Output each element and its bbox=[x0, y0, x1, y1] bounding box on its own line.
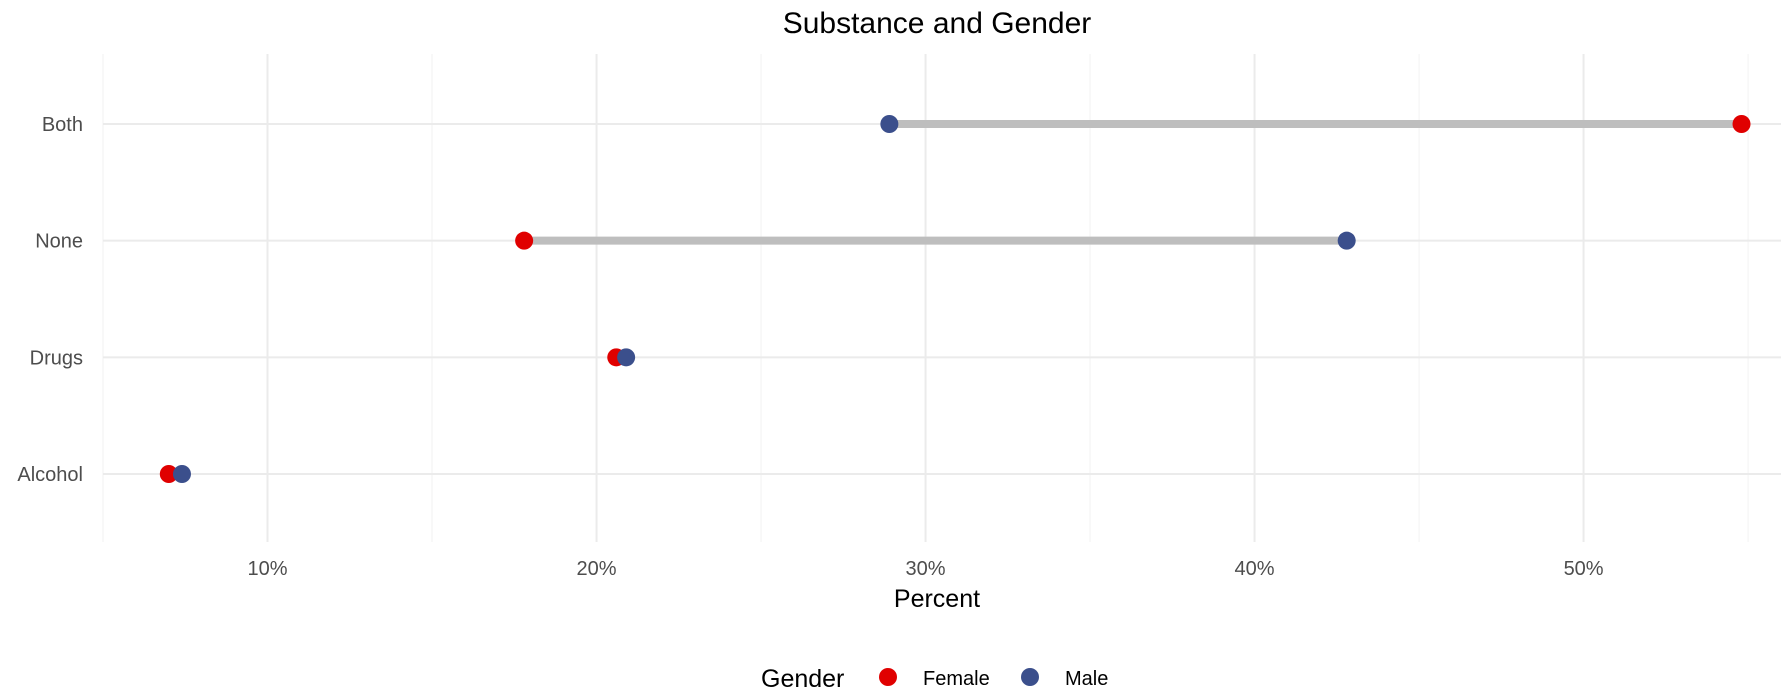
data-point-male bbox=[617, 348, 636, 367]
data-point-male bbox=[1337, 231, 1356, 250]
y-tick-label: Alcohol bbox=[17, 464, 83, 486]
legend-key-female bbox=[879, 668, 897, 686]
legend-items: Female Male bbox=[879, 668, 1108, 690]
x-axis-title: Percent bbox=[894, 585, 980, 613]
legend-label-male: Male bbox=[1065, 668, 1108, 690]
x-tick-label: 40% bbox=[1235, 558, 1275, 580]
data-point-male bbox=[172, 465, 191, 483]
y-tick-label: Both bbox=[42, 114, 83, 136]
x-tick-label: 50% bbox=[1564, 558, 1604, 580]
x-tick-label: 10% bbox=[247, 558, 287, 580]
data-point-female bbox=[1732, 115, 1751, 133]
legend: Gender Female Male bbox=[761, 665, 1108, 693]
axis-layer: 10% 20% 30% 40% 50% Alcohol Drugs None Both bbox=[17, 114, 1603, 580]
x-tick-label: 30% bbox=[906, 558, 946, 580]
y-tick-label: None bbox=[35, 231, 83, 253]
data-point-female bbox=[159, 465, 178, 483]
data-point-male bbox=[880, 115, 899, 133]
point-layer bbox=[159, 115, 1751, 483]
segment-layer bbox=[168, 120, 1742, 478]
y-tick-label: Drugs bbox=[30, 347, 83, 369]
legend-label-female: Female bbox=[923, 668, 990, 690]
chart-title: Substance and Gender bbox=[783, 7, 1092, 40]
data-point-female bbox=[515, 231, 534, 250]
legend-title: Gender bbox=[761, 665, 844, 693]
x-tick-label: 20% bbox=[577, 558, 617, 580]
legend-key-male bbox=[1021, 668, 1039, 686]
